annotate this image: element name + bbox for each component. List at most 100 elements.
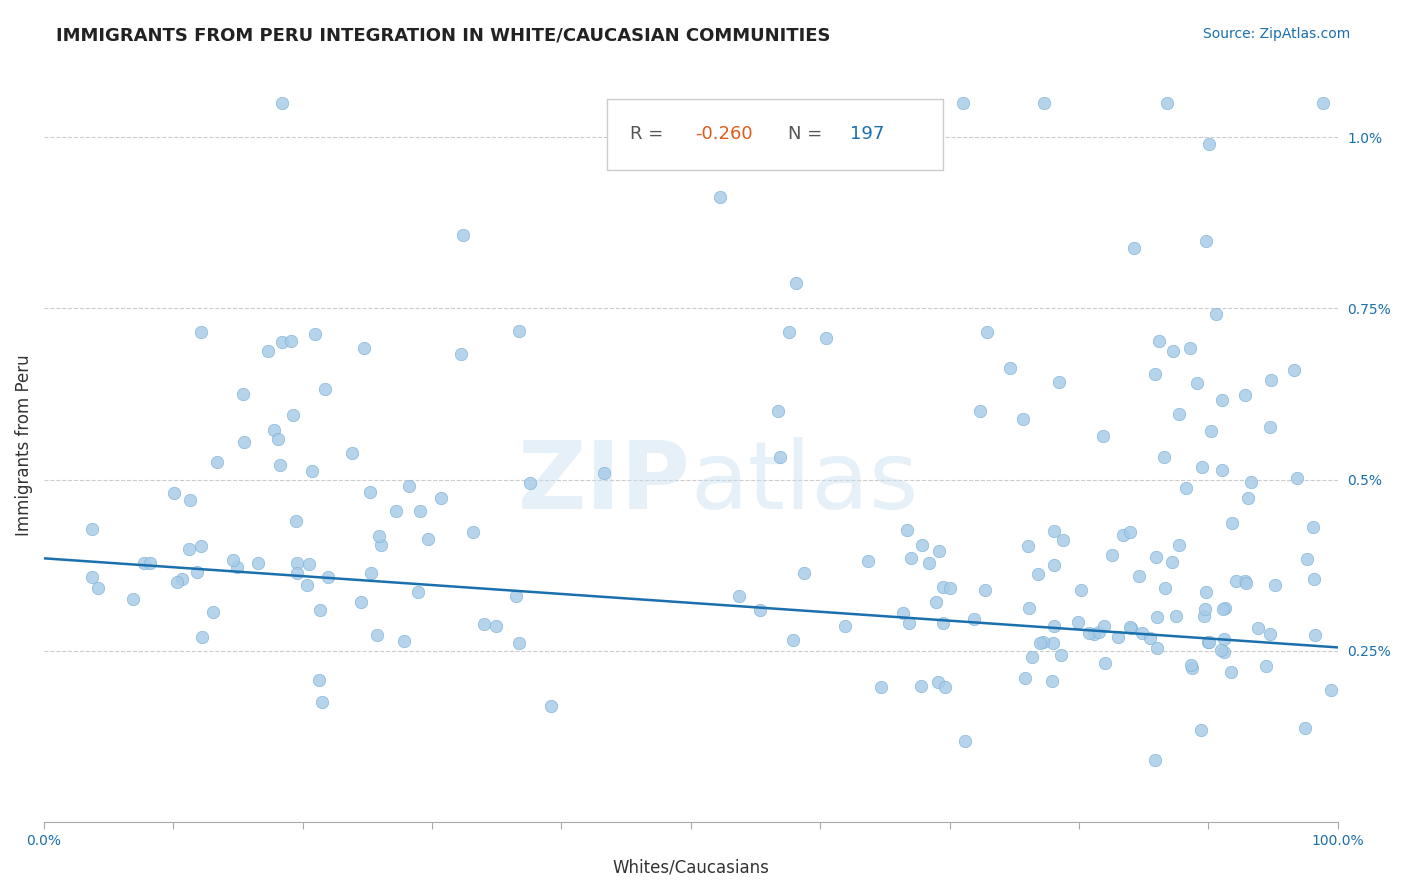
Point: [201, 605, 224, 619]
Point: [1189, 723, 1212, 738]
Point: [1205, 307, 1227, 321]
Point: [918, 556, 941, 570]
Point: [1144, 550, 1167, 565]
Point: [304, 326, 326, 341]
Point: [1040, 673, 1063, 688]
Point: [1197, 635, 1219, 649]
Text: ZIP: ZIP: [517, 437, 690, 529]
Point: [353, 341, 375, 355]
Point: [340, 446, 363, 460]
Text: -0.260: -0.260: [695, 126, 752, 144]
Point: [409, 504, 432, 518]
Point: [898, 615, 921, 630]
Point: [316, 570, 339, 584]
Point: [301, 463, 323, 477]
Point: [1112, 527, 1135, 541]
Point: [474, 617, 496, 632]
Point: [1094, 656, 1116, 670]
Point: [263, 423, 285, 437]
Point: [232, 386, 254, 401]
Point: [134, 556, 156, 570]
Point: [1212, 602, 1234, 616]
Text: R =: R =: [630, 126, 669, 144]
Point: [1032, 635, 1054, 649]
Point: [246, 556, 269, 570]
Point: [508, 636, 530, 650]
Point: [271, 335, 294, 350]
Point: [1164, 609, 1187, 624]
Point: [233, 434, 256, 449]
Point: [998, 360, 1021, 375]
Point: [1237, 491, 1260, 505]
Point: [87, 582, 110, 596]
Point: [1194, 602, 1216, 616]
Point: [1195, 234, 1218, 248]
Point: [1026, 567, 1049, 582]
Point: [1052, 533, 1074, 547]
Point: [1168, 538, 1191, 552]
Point: [540, 698, 562, 713]
Point: [1219, 665, 1241, 679]
Point: [177, 542, 200, 557]
Point: [1220, 516, 1243, 531]
Point: [505, 590, 527, 604]
Point: [1198, 635, 1220, 649]
Point: [896, 524, 918, 538]
Point: [976, 325, 998, 339]
Point: [285, 556, 308, 570]
Point: [1143, 753, 1166, 767]
Point: [1258, 420, 1281, 434]
Point: [1067, 615, 1090, 629]
Point: [1014, 671, 1036, 685]
Point: [1247, 621, 1270, 635]
Point: [928, 543, 950, 558]
Point: [1234, 576, 1257, 591]
Point: [1192, 609, 1215, 624]
Point: [170, 572, 193, 586]
Point: [856, 554, 879, 568]
Point: [910, 679, 932, 693]
Point: [1042, 618, 1064, 632]
Point: [283, 408, 305, 422]
Point: [870, 680, 893, 694]
Point: [953, 734, 976, 748]
Text: Source: ZipAtlas.com: Source: ZipAtlas.com: [1202, 27, 1350, 41]
Point: [939, 581, 962, 595]
Point: [1132, 625, 1154, 640]
Point: [1070, 582, 1092, 597]
Point: [911, 537, 934, 551]
Point: [1043, 524, 1066, 538]
Point: [225, 560, 247, 574]
Point: [900, 551, 922, 566]
Point: [190, 326, 212, 340]
Point: [1083, 627, 1105, 641]
Point: [269, 458, 291, 472]
Point: [1211, 463, 1233, 477]
Point: [350, 594, 373, 608]
Point: [1296, 551, 1319, 566]
Point: [360, 566, 382, 580]
Point: [1156, 95, 1178, 110]
Point: [1153, 450, 1175, 464]
Point: [1191, 460, 1213, 475]
Point: [1195, 584, 1218, 599]
Point: [932, 580, 955, 594]
Point: [1211, 643, 1233, 657]
Point: [814, 331, 837, 345]
Point: [359, 485, 381, 500]
Text: 197: 197: [849, 126, 884, 144]
Point: [221, 552, 243, 566]
Point: [368, 528, 391, 542]
Point: [1143, 367, 1166, 381]
Point: [785, 276, 807, 290]
Point: [366, 628, 388, 642]
Point: [1312, 95, 1334, 110]
Point: [1260, 373, 1282, 387]
Point: [931, 615, 953, 630]
Point: [1161, 554, 1184, 568]
Point: [1154, 582, 1177, 596]
Point: [1180, 657, 1202, 672]
FancyBboxPatch shape: [607, 99, 943, 170]
Point: [311, 695, 333, 709]
Text: N =: N =: [787, 126, 828, 144]
